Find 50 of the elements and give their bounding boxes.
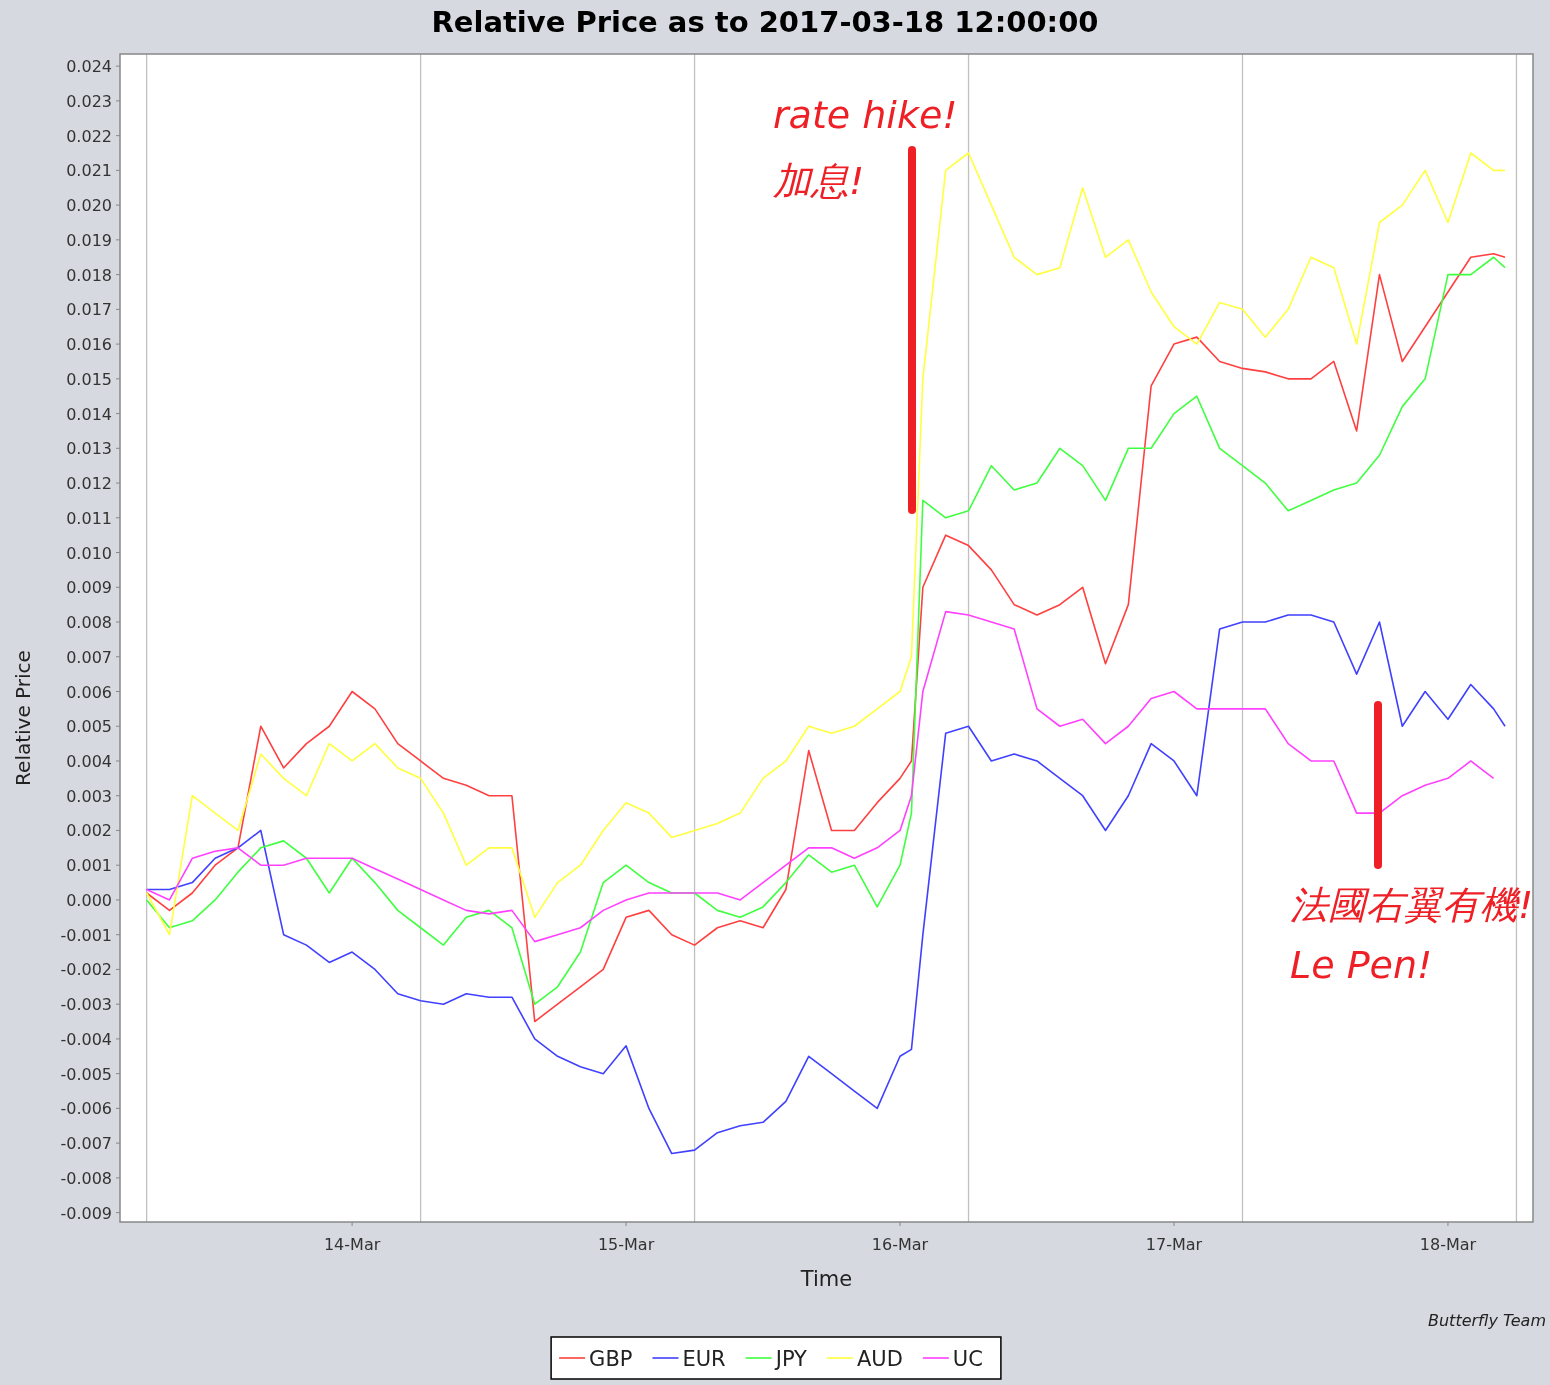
y-tick-label: 0.019: [66, 230, 112, 250]
y-tick-label: 0.007: [66, 647, 112, 667]
y-tick-label: 0.015: [66, 369, 112, 389]
y-tick-label: 0.008: [66, 613, 112, 633]
y-tick-label: 0.016: [66, 335, 112, 355]
x-axis-title: Time: [799, 1267, 853, 1291]
y-tick-label: 0.012: [66, 474, 112, 494]
y-tick-label: 0.004: [66, 751, 112, 771]
legend-label: UC: [952, 1347, 983, 1371]
y-tick-label: 0.011: [66, 508, 112, 528]
legend-label: EUR: [682, 1347, 726, 1371]
annotation: rate hike! 加息!: [773, 93, 958, 203]
y-tick-label: 0.017: [66, 300, 112, 320]
y-tick-label: 0.023: [66, 91, 112, 111]
y-tick-label: 0.020: [66, 196, 112, 216]
y-tick-label: 0.009: [66, 578, 112, 598]
text: Butterfly Team: [1427, 1311, 1546, 1330]
legend-label: AUD: [856, 1347, 903, 1371]
x-tick-label: 14-Mar: [323, 1235, 381, 1254]
y-tick-label: 0.006: [66, 682, 112, 702]
chart-title: Relative Price as to 2017-03-18 12:00:00: [431, 5, 1099, 39]
y-tick-label: 0.002: [66, 821, 112, 841]
y-tick-label: 0.013: [66, 439, 112, 459]
x-tick-label: 15-Mar: [597, 1235, 655, 1254]
y-tick-label: 0.022: [66, 126, 112, 146]
x-tick-label: 17-Mar: [1145, 1235, 1203, 1254]
y-tick-label: 0.001: [66, 856, 112, 876]
y-tick-label: -0.005: [60, 1064, 112, 1084]
y-tick-label: -0.009: [60, 1203, 112, 1223]
y-axis-title: Relative Price: [11, 650, 35, 786]
y-tick-label: -0.008: [60, 1168, 112, 1188]
y-tick-label: 0.014: [66, 404, 112, 424]
y-tick-label: 0.003: [66, 786, 112, 806]
y-tick-label: 0.000: [66, 890, 112, 910]
y-tick-label: -0.003: [60, 995, 112, 1015]
y-tick-label: -0.001: [60, 925, 112, 945]
y-tick-label: -0.007: [60, 1134, 112, 1154]
annotation: 法國右翼有機! Le Pen!: [1290, 883, 1534, 987]
legend-label: JPY: [773, 1347, 808, 1371]
y-tick-label: 0.018: [66, 265, 112, 285]
y-tick-label: -0.004: [60, 1029, 112, 1049]
y-tick-label: -0.002: [60, 960, 112, 980]
y-tick-label: 0.024: [66, 57, 112, 77]
y-tick-label: -0.006: [60, 1099, 112, 1119]
legend-label: GBP: [589, 1347, 633, 1371]
y-tick-label: 0.021: [66, 161, 112, 181]
x-tick-label: 16-Mar: [871, 1235, 929, 1254]
y-tick-label: 0.010: [66, 543, 112, 563]
x-tick-label: 18-Mar: [1419, 1235, 1477, 1254]
y-tick-label: 0.005: [66, 717, 112, 737]
